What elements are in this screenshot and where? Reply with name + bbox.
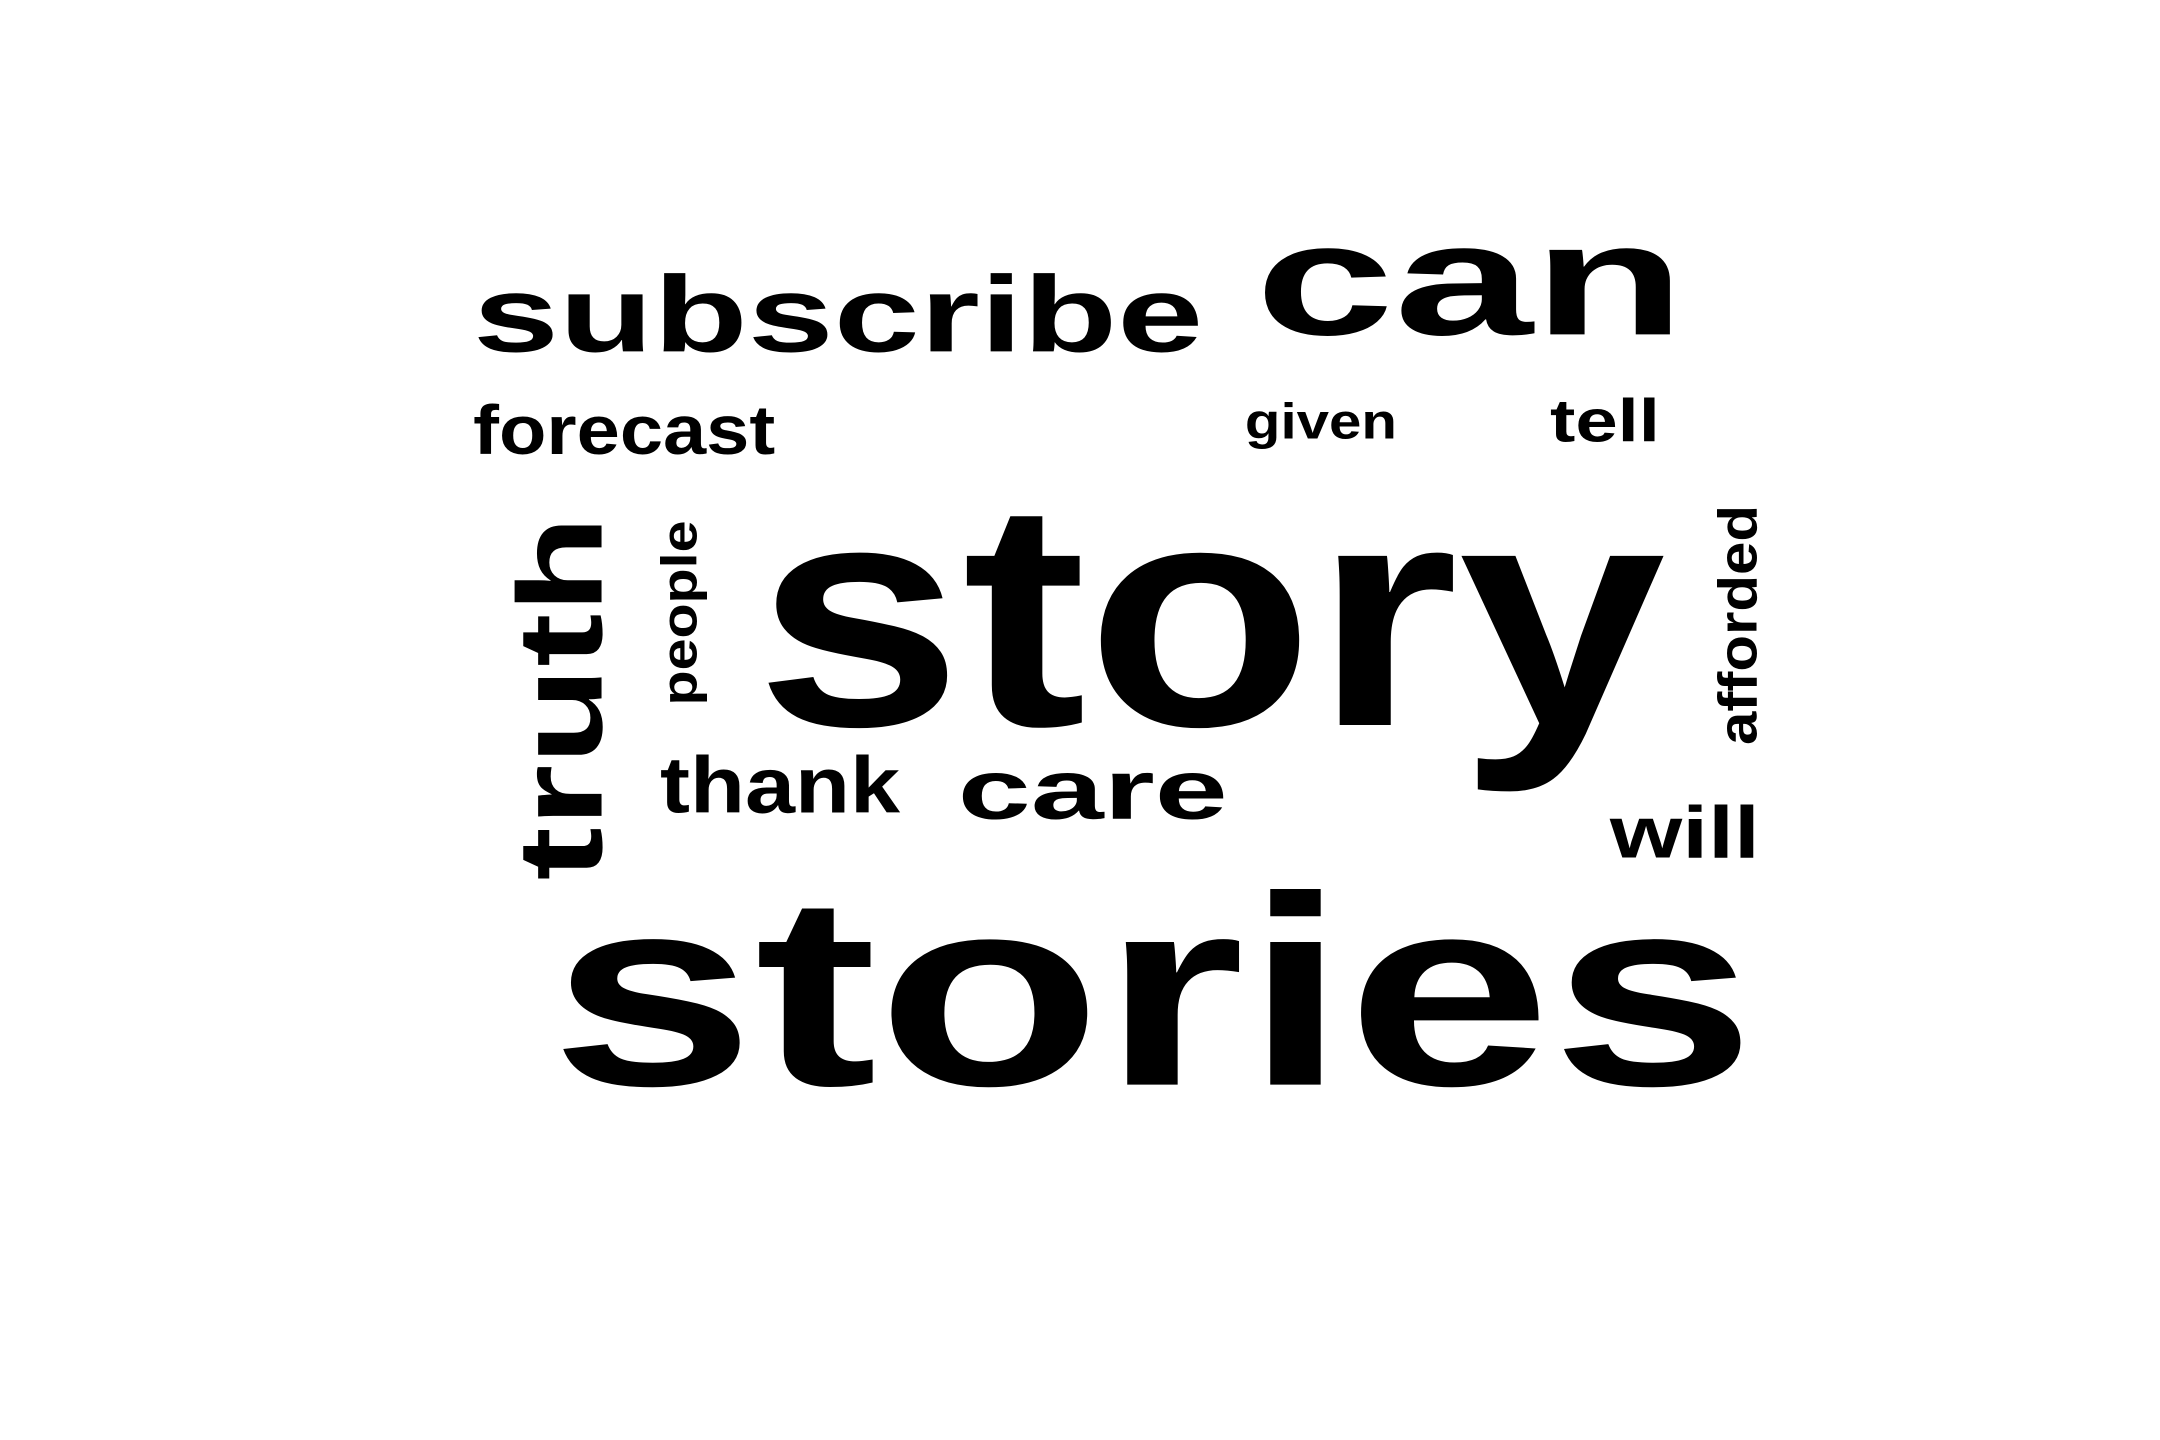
word-care: care (958, 742, 1228, 838)
word-can: can (1254, 190, 1686, 369)
word-stories: stories (549, 839, 1756, 1143)
word-afforded: afforded (1706, 505, 1769, 745)
word-forecast: forecast (472, 391, 776, 469)
word-truth: truth (492, 515, 628, 880)
word-thank: thank (659, 739, 901, 831)
word-tell: tell (1550, 386, 1660, 454)
word-story: story (754, 435, 1666, 793)
word-people: people (651, 520, 708, 705)
word-will: will (1610, 790, 1760, 873)
word-given: given (1244, 394, 1397, 450)
word-subscribe: subscribe (472, 253, 1204, 375)
